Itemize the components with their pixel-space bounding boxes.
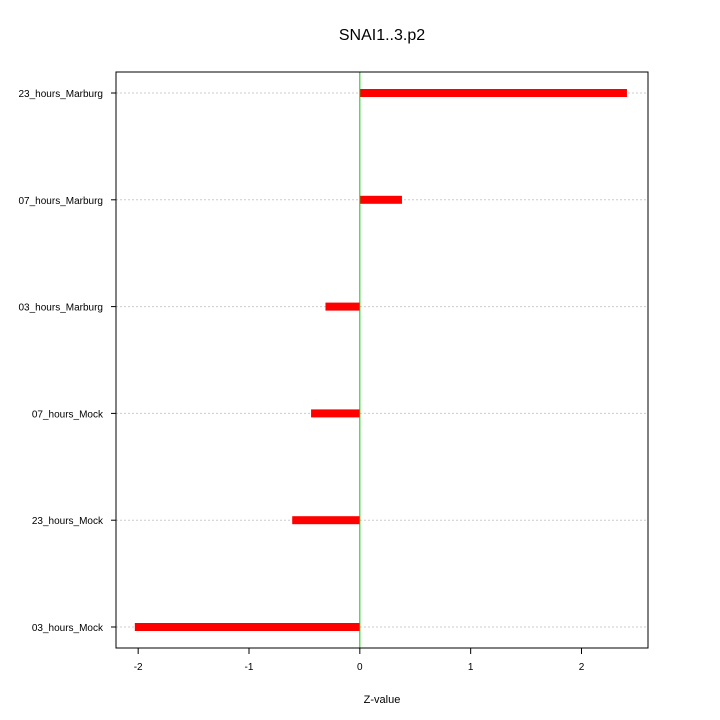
grid-layer	[116, 92, 648, 628]
x-tick-label: 2	[579, 662, 585, 673]
bar	[325, 302, 360, 311]
x-tick-label: 0	[357, 662, 363, 673]
x-axis: -2 -1 0 1 2	[134, 648, 585, 673]
y-tick-label: 07_hours_Marburg	[19, 196, 104, 207]
y-tick-label: 03_hours_Mock	[32, 623, 104, 634]
y-tick-label: 07_hours_Mock	[32, 409, 104, 420]
y-tick-label: 23_hours_Marburg	[19, 89, 104, 100]
y-tick-label: 03_hours_Marburg	[19, 303, 104, 314]
x-axis-label: Z-value	[364, 694, 401, 706]
bar-layer	[134, 89, 627, 631]
bar	[359, 195, 402, 204]
plot-frame	[115, 71, 649, 649]
bar	[134, 623, 360, 631]
bar	[292, 516, 360, 525]
bar	[359, 89, 627, 97]
x-tick-label: -2	[134, 662, 143, 673]
bar	[311, 409, 360, 418]
x-tick-label: 1	[468, 662, 474, 673]
x-tick-label: -1	[245, 662, 254, 673]
y-axis: 23_hours_Marburg 07_hours_Marburg 03_hours…	[19, 89, 116, 634]
y-tick-label: 23_hours_Mock	[32, 516, 104, 527]
chart-title: SNAI1..3.p2	[339, 27, 425, 44]
